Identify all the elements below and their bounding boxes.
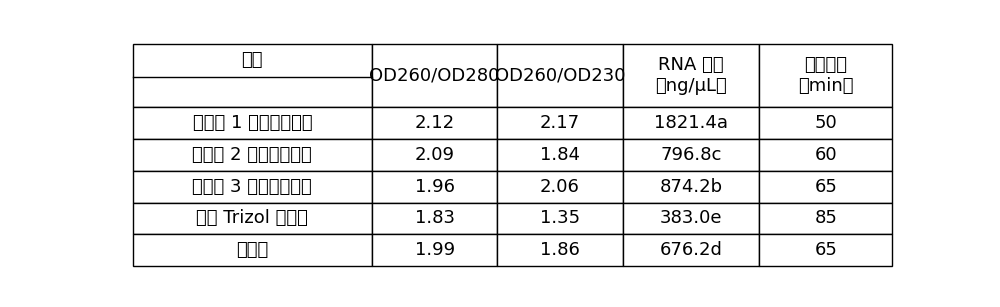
Bar (497, 203, 623, 234)
Bar (372, 203, 497, 234)
Bar (133, 139, 372, 171)
Bar (759, 234, 892, 266)
Text: OD260/OD230: OD260/OD230 (495, 67, 625, 85)
Text: 796.8c: 796.8c (660, 146, 722, 164)
Text: 1.84: 1.84 (540, 146, 580, 164)
Bar (372, 234, 497, 266)
Bar (497, 44, 623, 107)
Text: 试剂盒: 试剂盒 (236, 241, 268, 259)
Bar (623, 171, 759, 203)
Text: 1.35: 1.35 (540, 209, 580, 227)
Text: 2.06: 2.06 (540, 178, 580, 196)
Bar (372, 171, 497, 203)
Text: 实施例 1 的高效提取法: 实施例 1 的高效提取法 (193, 114, 312, 132)
Bar (759, 139, 892, 171)
Bar (623, 44, 759, 107)
Bar (623, 139, 759, 171)
Bar (759, 44, 892, 107)
Text: RNA 浓度
（ng/μL）: RNA 浓度 （ng/μL） (655, 56, 727, 95)
Text: 2.09: 2.09 (415, 146, 455, 164)
Bar (623, 203, 759, 234)
Bar (133, 44, 372, 107)
Bar (497, 171, 623, 203)
Text: 50: 50 (814, 114, 837, 132)
Text: 1.86: 1.86 (540, 241, 580, 259)
Text: 2.17: 2.17 (540, 114, 580, 132)
Text: 874.2b: 874.2b (659, 178, 723, 196)
Bar (133, 107, 372, 139)
Bar (497, 107, 623, 139)
Text: 383.0e: 383.0e (660, 209, 722, 227)
Text: 65: 65 (814, 241, 837, 259)
Text: OD260/OD280: OD260/OD280 (369, 67, 500, 85)
Bar (759, 203, 892, 234)
Bar (759, 171, 892, 203)
Bar (133, 234, 372, 266)
Text: 方法: 方法 (242, 51, 263, 69)
Text: 普通 Trizol 提取法: 普通 Trizol 提取法 (196, 209, 308, 227)
Text: 1.99: 1.99 (415, 241, 455, 259)
Bar (372, 107, 497, 139)
Text: 676.2d: 676.2d (660, 241, 722, 259)
Bar (133, 203, 372, 234)
Bar (133, 171, 372, 203)
Text: 实施例 3 的高效提取法: 实施例 3 的高效提取法 (192, 178, 312, 196)
Text: 60: 60 (814, 146, 837, 164)
Text: 65: 65 (814, 178, 837, 196)
Bar (497, 234, 623, 266)
Bar (372, 44, 497, 107)
Text: 实施例 2 的高效提取法: 实施例 2 的高效提取法 (192, 146, 312, 164)
Text: 提取耗时
（min）: 提取耗时 （min） (798, 56, 854, 95)
Text: 1.96: 1.96 (415, 178, 455, 196)
Bar (372, 139, 497, 171)
Bar (623, 107, 759, 139)
Text: 2.12: 2.12 (415, 114, 455, 132)
Bar (759, 107, 892, 139)
Bar (623, 234, 759, 266)
Bar (497, 139, 623, 171)
Text: 85: 85 (814, 209, 837, 227)
Text: 1821.4a: 1821.4a (654, 114, 728, 132)
Text: 1.83: 1.83 (415, 209, 455, 227)
